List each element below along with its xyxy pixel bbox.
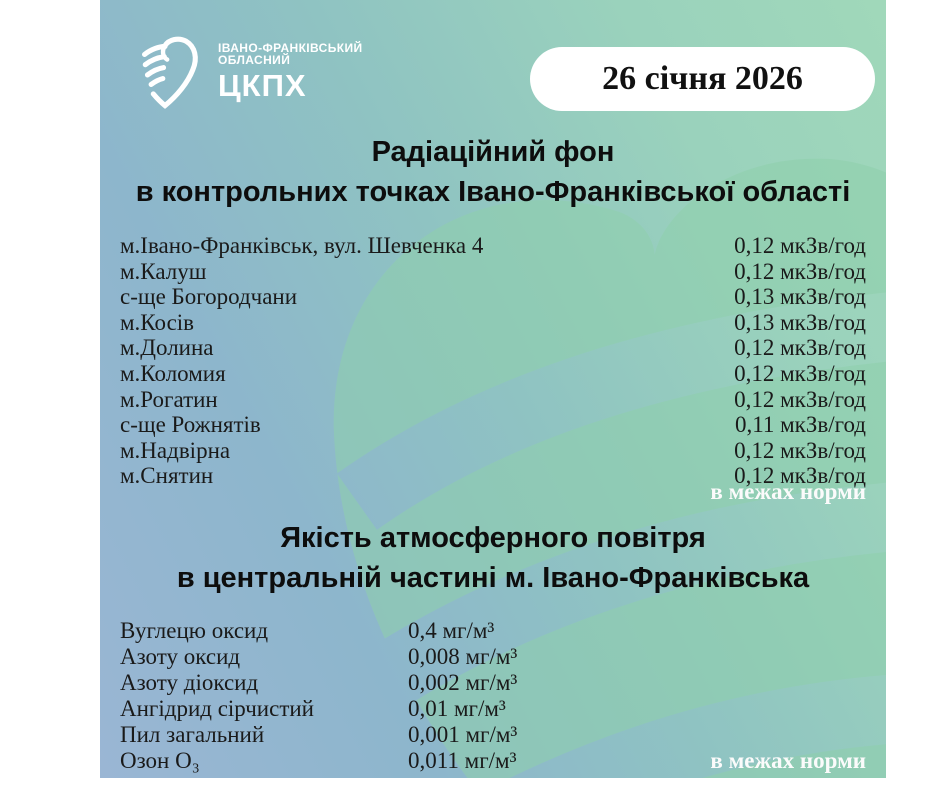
location-label: м.Коломия [120,360,226,386]
pollutant-label: Пил загальний [120,722,265,747]
air-title-line2: в центральній частині м. Івано-Франківсь… [176,562,810,594]
shield-logo-icon [141,36,198,109]
location-label: м.Косів [120,309,195,335]
table-row: м.Надвірна 0,12 мкЗв/год [120,438,866,464]
table-row: Пил загальний 0,001 мг/м³ [120,722,517,748]
location-label: с-ще Богородчани [120,284,298,310]
radiation-status-badge: в межах норми [710,479,866,504]
pollutant-value: 0,01 мг/м³ [408,696,506,721]
location-label: м.Долина [120,335,214,361]
table-row: Озон O₃ 0,011 мг/м³ [120,748,517,774]
radiation-value: 0,13 мкЗв/год [734,284,866,310]
radiation-value: 0,12 мкЗв/год [734,258,866,284]
pollutant-value: 0,011 мг/м³ [408,748,517,773]
radiation-value: 0,12 мкЗв/год [734,437,866,463]
date-badge: 26 січня 2026 [530,47,875,111]
air-title-line1: Якість атмосферного повітря [280,522,706,554]
table-row: Азоту діоксид 0,002 мг/м³ [120,670,517,696]
air-status-badge: в межах норми [710,748,866,773]
radiation-value: 0,12 мкЗв/год [734,463,866,489]
org-name-line2: ОБЛАСНИЙ [218,53,291,68]
location-label: м.Калуш [120,258,207,284]
table-row: Азоту оксид 0,008 мг/м³ [120,644,517,670]
location-label: м.Снятин [120,463,214,489]
radiation-title-line2: в контрольних точках Івано-Франківської … [135,176,851,208]
radiation-value: 0,11 мкЗв/год [734,412,866,438]
org-logo: ІВАНО-ФРАНКІВСЬКИЙ ОБЛАСНИЙ ЦКПХ [124,34,363,110]
pollutant-value: 0,002 мг/м³ [408,670,518,695]
table-row: м.Калуш 0,12 мкЗв/год [120,259,866,285]
org-name: ІВАНО-ФРАНКІВСЬКИЙ ОБЛАСНИЙ ЦКПХ [218,42,363,103]
pollutant-label: Вуглецю оксид [120,618,269,643]
table-row: м.Коломия 0,12 мкЗв/год [120,361,866,387]
pollutant-label: Азоту діоксид [120,670,259,695]
pollutant-value: 0,008 мг/м³ [408,644,518,669]
infographic-card: ІВАНО-ФРАНКІВСЬКИЙ ОБЛАСНИЙ ЦКПХ 26 січн… [100,0,886,778]
pollutant-value: 0,4 мг/м³ [408,618,495,643]
radiation-value: 0,12 мкЗв/год [734,360,866,386]
table-row: с-ще Богородчани 0,13 мкЗв/год [120,284,866,310]
pollutant-value: 0,001 мг/м³ [408,722,518,747]
org-name-line1: ІВАНО-ФРАНКІВСЬКИЙ [218,40,363,55]
radiation-value: 0,12 мкЗв/год [734,386,866,412]
radiation-value: 0,13 мкЗв/год [734,309,866,335]
pollutant-label: Азоту оксид [120,644,241,669]
radiation-table: м.Івано-Франківськ, вул. Шевченка 4 0,12… [120,233,866,489]
table-row: м.Косів 0,13 мкЗв/год [120,310,866,336]
air-quality-table: Вуглецю оксид 0,4 мг/м³ Азоту оксид 0,00… [120,618,517,774]
radiation-value: 0,12 мкЗв/год [734,233,866,258]
pollutant-label: Ангідрид сірчистий [120,696,314,721]
radiation-value: 0,12 мкЗв/год [734,335,866,361]
table-row: с-ще Рожнятів 0,11 мкЗв/год [120,412,866,438]
table-row: м.Долина 0,12 мкЗв/год [120,335,866,361]
location-label: м.Рогатин [120,386,218,412]
location-label: м.Надвірна [120,437,231,463]
org-abbr: ЦКПХ [218,67,307,103]
table-row: м.Рогатин 0,12 мкЗв/год [120,387,866,413]
air-section-title: Якість атмосферного повітря в центральні… [100,518,886,598]
radiation-section-title: Радіаційний фон в контрольних точках Іва… [100,132,886,212]
table-row: м.Снятин 0,12 мкЗв/год [120,463,866,489]
table-row: м.Івано-Франківськ, вул. Шевченка 4 0,12… [120,233,866,259]
location-label: с-ще Рожнятів [120,412,261,438]
radiation-title-line1: Радіаційний фон [371,136,615,168]
table-row: Ангідрид сірчистий 0,01 мг/м³ [120,696,517,722]
table-row: Вуглецю оксид 0,4 мг/м³ [120,618,517,644]
pollutant-label: Озон O₃ [120,748,200,773]
location-label: м.Івано-Франківськ, вул. Шевченка 4 [120,233,484,258]
